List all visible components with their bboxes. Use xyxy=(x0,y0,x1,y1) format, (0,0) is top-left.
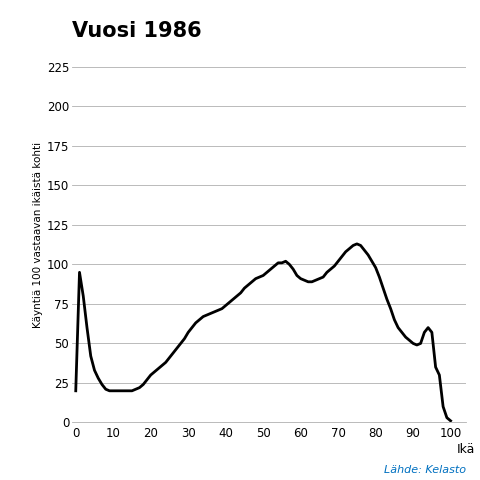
Text: Lähde: Kelasto: Lähde: Kelasto xyxy=(384,465,466,475)
Text: Vuosi 1986: Vuosi 1986 xyxy=(72,21,202,41)
X-axis label: Ikä: Ikä xyxy=(456,443,475,456)
Y-axis label: Käyntiä 100 vastaavan ikäistä kohti: Käyntiä 100 vastaavan ikäistä kohti xyxy=(33,142,43,328)
